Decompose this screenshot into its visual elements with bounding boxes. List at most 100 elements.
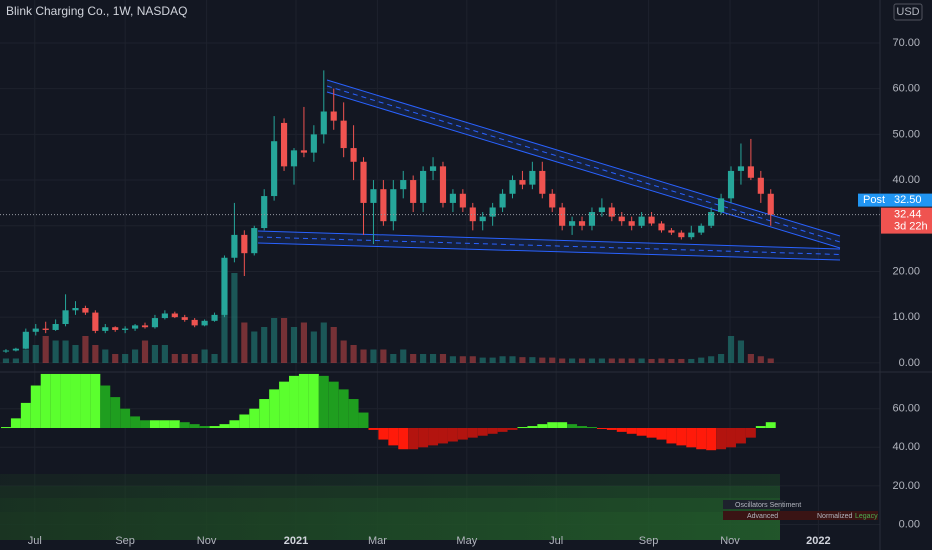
osc-bar	[159, 420, 170, 428]
candle-body	[708, 212, 715, 226]
candle-body	[767, 193, 774, 215]
volume-bar	[390, 354, 397, 363]
volume-bar	[360, 349, 367, 363]
osc-bar	[626, 428, 637, 434]
channel-line	[326, 91, 841, 249]
volume-bar	[191, 354, 198, 363]
volume-bar	[549, 357, 556, 363]
volume-bar	[32, 345, 39, 363]
post-price: 32.50	[894, 194, 922, 206]
candle-body	[429, 166, 437, 171]
volume-bar	[231, 273, 238, 363]
osc-bar	[179, 422, 190, 428]
candle-body	[420, 170, 427, 203]
candle-body	[231, 234, 238, 258]
candle-body	[132, 325, 139, 329]
candle-body	[578, 221, 586, 226]
candle-body	[2, 350, 10, 352]
volume-bar	[678, 358, 685, 363]
volume-bar	[300, 322, 308, 363]
candle-body	[191, 319, 198, 326]
candle-body	[280, 122, 288, 167]
candle-body	[747, 166, 754, 178]
option[interactable]: Normalized	[817, 513, 853, 520]
osc-bar	[706, 428, 717, 451]
last-price: 32.44	[894, 209, 922, 221]
osc-bar	[716, 428, 727, 450]
x-tick-label: Sep	[639, 535, 659, 547]
volume-bar	[618, 358, 625, 363]
osc-bar	[428, 428, 439, 446]
candle-body	[509, 180, 516, 194]
candle-body	[598, 207, 605, 213]
osc-bar	[249, 408, 260, 428]
y-tick-label: 10.00	[892, 311, 920, 323]
osc-bar	[567, 424, 578, 428]
osc-bar	[527, 426, 538, 428]
x-tick-label: Sep	[115, 535, 135, 547]
osc-bar	[477, 428, 488, 436]
volume-bar	[211, 354, 218, 363]
osc-tick-label: 0.00	[899, 518, 920, 530]
candle-body	[618, 216, 625, 222]
osc-bar	[388, 428, 399, 446]
volume-bar	[241, 322, 248, 363]
option[interactable]: Advanced	[747, 513, 778, 520]
volume-bar	[181, 354, 188, 363]
candle-body	[122, 328, 129, 330]
volume-bar	[578, 358, 586, 363]
currency-box[interactable]	[893, 3, 923, 21]
y-tick-label: 60.00	[892, 83, 920, 95]
osc-bar	[438, 428, 448, 444]
volume-bar	[290, 327, 298, 363]
candle-body	[410, 180, 417, 203]
candle-body	[22, 331, 29, 349]
sentiment-area	[0, 474, 780, 540]
option[interactable]: Legacy	[855, 513, 878, 520]
currency[interactable]: USD	[896, 6, 919, 18]
x-tick-label: Nov	[197, 535, 217, 547]
volume-bar	[608, 358, 615, 363]
osc-bar	[90, 373, 101, 428]
legend-bg	[723, 500, 783, 509]
volume-bar	[340, 340, 347, 363]
volume-bar	[221, 309, 228, 363]
osc-bar	[696, 428, 707, 450]
osc-bar	[308, 373, 319, 428]
volume-bar	[499, 356, 506, 363]
channel-line	[326, 79, 841, 237]
y-tick-label: 20.00	[892, 265, 920, 277]
volume-bar	[509, 356, 516, 363]
candle-body	[608, 207, 615, 217]
candle-body	[82, 308, 89, 313]
volume-bar	[161, 345, 168, 363]
candle-body	[539, 170, 546, 194]
osc-bar	[348, 399, 359, 428]
osc-bar	[418, 428, 429, 448]
osc-bar	[120, 408, 131, 428]
candle-body	[459, 193, 466, 208]
channel-line	[257, 230, 841, 250]
candle-body	[271, 141, 278, 197]
candle-body	[479, 216, 486, 222]
volume-bar	[559, 358, 566, 363]
osc-bar	[328, 381, 339, 428]
osc-bar	[269, 389, 280, 428]
candle-body	[141, 325, 149, 328]
osc-bar	[289, 375, 299, 428]
candle-body	[161, 313, 168, 319]
osc-bar	[547, 422, 558, 428]
osc-bar	[298, 373, 309, 428]
candle-body	[181, 317, 188, 320]
osc-bar	[130, 416, 141, 428]
x-tick-label: Nov	[720, 535, 740, 547]
volume-bar	[141, 340, 149, 363]
osc-bar	[497, 428, 508, 432]
candle-body	[380, 189, 387, 222]
y-tick-label: 70.00	[892, 37, 920, 49]
candle-body	[201, 320, 208, 326]
candle-body	[688, 232, 695, 238]
osc-bar	[169, 420, 180, 428]
volume-bar	[62, 340, 69, 363]
